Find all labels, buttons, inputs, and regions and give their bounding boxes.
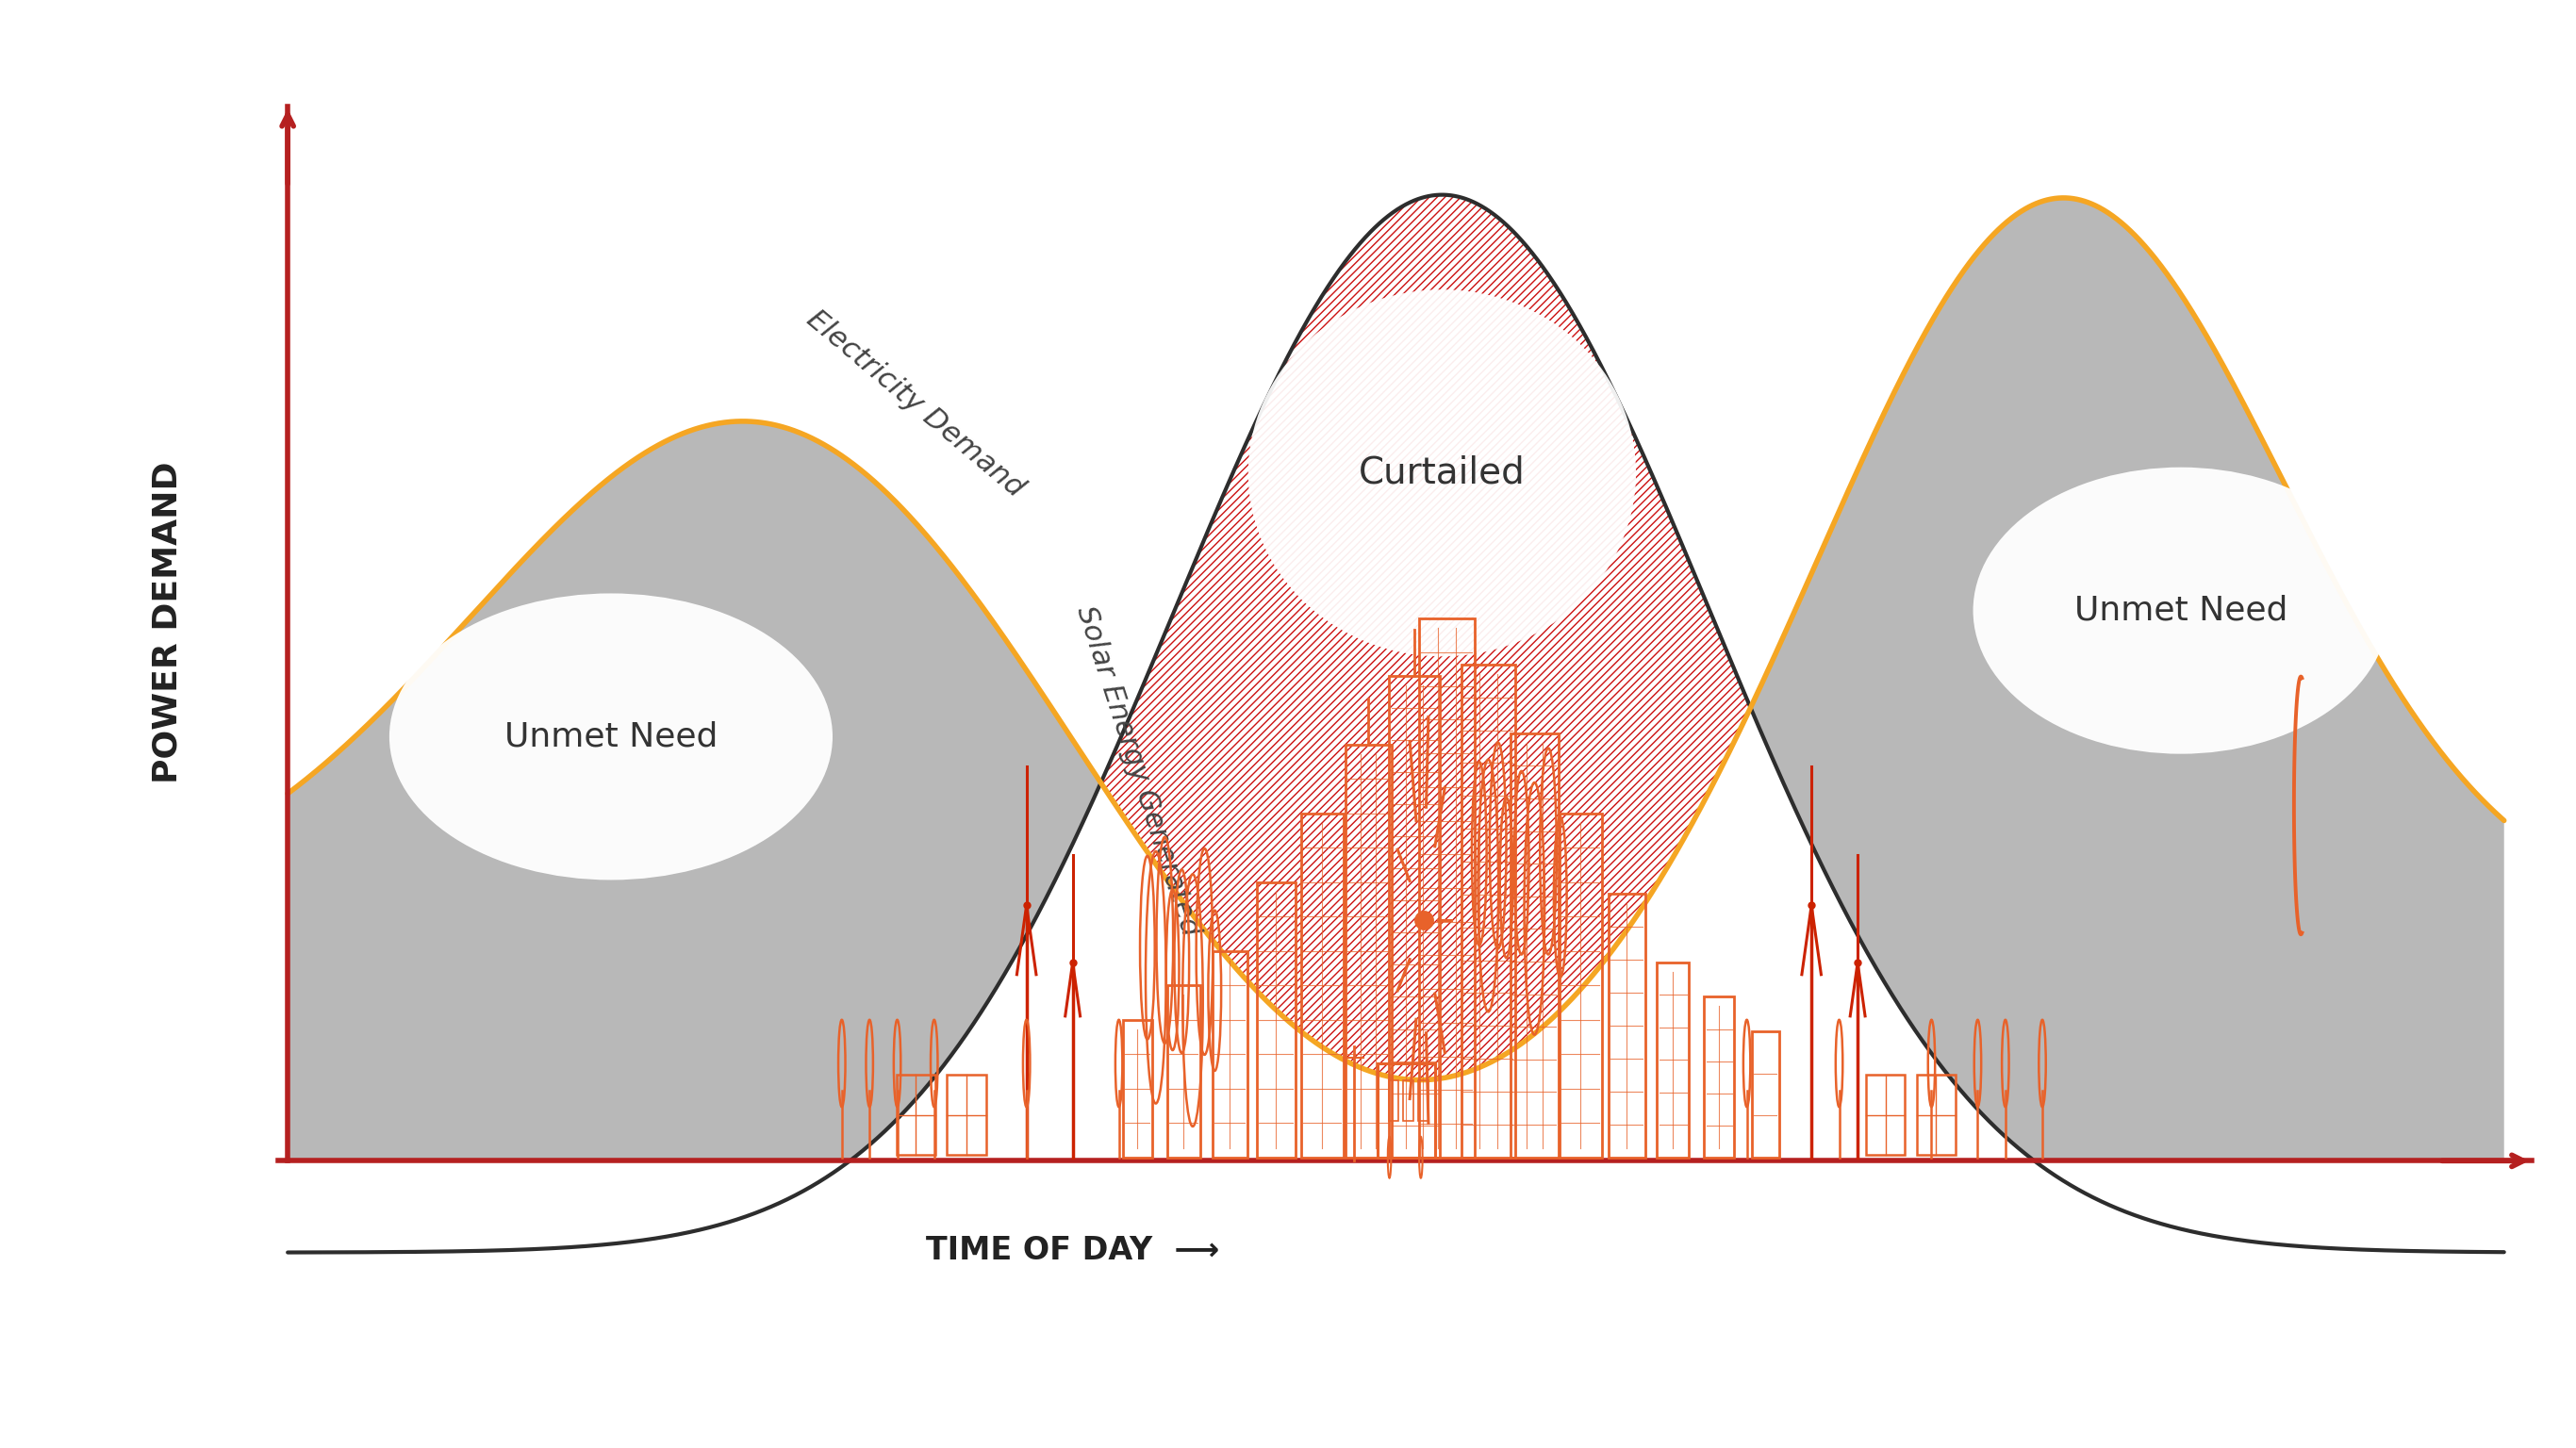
Bar: [1257, 882, 1296, 1157]
Text: TIME OF DAY  ⟶: TIME OF DAY ⟶: [925, 1235, 1218, 1267]
Bar: [1388, 676, 1440, 1157]
Bar: [1345, 744, 1391, 1157]
Text: Electricity Demand: Electricity Demand: [801, 306, 1030, 502]
Bar: [1656, 963, 1690, 1157]
Text: Curtailed: Curtailed: [1358, 455, 1525, 491]
Text: POWER DEMAND: POWER DEMAND: [152, 460, 183, 783]
Text: Unmet Need: Unmet Need: [2074, 595, 2287, 627]
Text: Unmet Need: Unmet Need: [505, 721, 719, 753]
Bar: [1703, 996, 1734, 1157]
Ellipse shape: [389, 594, 832, 880]
Ellipse shape: [1973, 468, 2388, 754]
Bar: [1917, 1074, 1955, 1156]
Bar: [1123, 1019, 1151, 1157]
Bar: [1419, 618, 1473, 1157]
Bar: [1417, 1080, 1427, 1121]
Ellipse shape: [1249, 290, 1636, 656]
Bar: [896, 1074, 935, 1156]
Bar: [1404, 1080, 1414, 1121]
Bar: [1213, 951, 1247, 1157]
Bar: [1865, 1074, 1904, 1156]
Bar: [1607, 893, 1646, 1157]
Bar: [1752, 1031, 1780, 1157]
Text: Solar Energy Generated: Solar Energy Generated: [1072, 602, 1203, 940]
Bar: [1510, 733, 1558, 1157]
Bar: [948, 1074, 987, 1156]
Bar: [1461, 665, 1515, 1157]
Bar: [1167, 986, 1200, 1157]
Bar: [1388, 1080, 1399, 1121]
Bar: [1301, 814, 1342, 1157]
Bar: [1378, 1063, 1435, 1157]
Bar: [1558, 814, 1602, 1157]
